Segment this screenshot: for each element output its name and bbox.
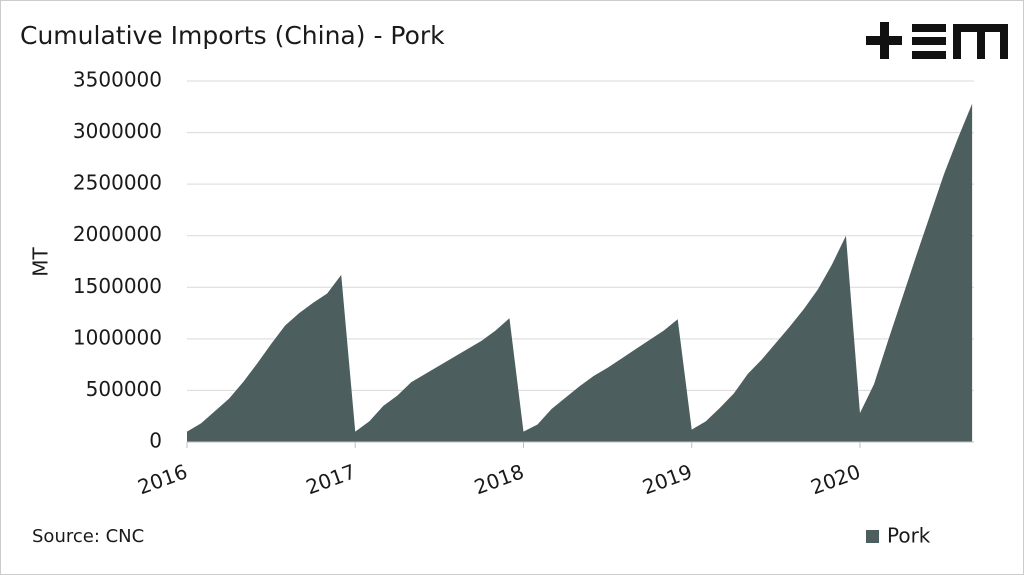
y-tick-label: 2000000 [73, 222, 162, 246]
y-tick-label: 2500000 [73, 171, 162, 195]
logo [866, 22, 1008, 59]
chart-title: Cumulative Imports (China) - Pork [20, 21, 445, 50]
y-axis-label: MT [29, 246, 53, 276]
y-tick-label: 1000000 [73, 325, 162, 349]
y-tick-label: 3000000 [73, 119, 162, 143]
source-note: Source: CNC [32, 526, 144, 547]
y-tick-label: 3500000 [73, 68, 162, 92]
y-tick-label: 500000 [86, 377, 162, 401]
legend-swatch [866, 530, 879, 543]
y-tick-label: 1500000 [73, 274, 162, 298]
area [187, 103, 973, 442]
legend-label: Pork [887, 524, 931, 548]
y-tick-label: 0 [149, 429, 162, 453]
